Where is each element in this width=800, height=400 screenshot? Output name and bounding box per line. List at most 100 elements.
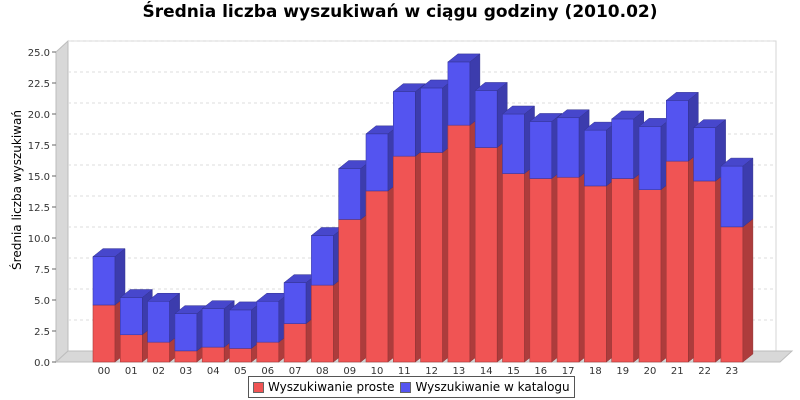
y-tick-label: 15.0 [28, 172, 50, 183]
bar-prosty-front-16 [529, 178, 553, 363]
bar-prosty-front-08 [311, 284, 334, 363]
bar-katalog-front-18 [584, 129, 607, 187]
bar-katalog-top-19 [610, 110, 645, 120]
bar-katalog-front-03 [174, 313, 198, 352]
x-tick-label: 08 [316, 366, 329, 377]
x-tick-label: 01 [125, 366, 138, 377]
legend-label: Wyszukiwanie proste [268, 380, 395, 394]
x-tick-label: 10 [371, 366, 384, 377]
bar-katalog-front-21 [665, 100, 689, 162]
bar-prosty-front-15 [502, 173, 525, 363]
x-tick-label: 06 [261, 366, 274, 377]
x-tick-label: 19 [616, 366, 629, 377]
bar-prosty-front-18 [584, 185, 607, 363]
bar-katalog-front-14 [474, 90, 498, 148]
bar-prosty-front-14 [474, 147, 498, 363]
bar-katalog-top-17 [556, 109, 590, 118]
bar-katalog-top-00 [92, 248, 126, 257]
legend-swatch-red [253, 381, 264, 393]
x-tick-label: 15 [507, 366, 520, 377]
bar-katalog-front-09 [338, 168, 362, 220]
bar-prosty-front-09 [338, 219, 362, 363]
bar-katalog-front-08 [311, 235, 334, 286]
x-tick-label: 05 [234, 366, 247, 377]
bar-katalog-front-12 [420, 87, 443, 153]
bar-prosty-front-07 [283, 323, 307, 363]
bar-katalog-front-02 [147, 300, 170, 343]
bar-prosty-front-04 [201, 346, 225, 363]
y-tick-label: 12.5 [28, 203, 50, 214]
x-tick-label: 04 [207, 366, 220, 377]
y-tick-label: 10.0 [28, 234, 50, 245]
bar-katalog-front-22 [693, 127, 716, 182]
bar-katalog-top-14 [474, 82, 508, 91]
bar-katalog-front-20 [638, 126, 662, 190]
bar-katalog-front-19 [611, 118, 635, 179]
bar-katalog-side-23 [742, 157, 754, 228]
bar-prosty-front-13 [447, 124, 471, 363]
bars [92, 53, 754, 363]
y-tick-label: 20.0 [28, 110, 50, 121]
x-tick-label: 13 [453, 366, 466, 377]
y-tick-label: 22.5 [28, 79, 50, 90]
bar-katalog-front-01 [120, 297, 143, 336]
x-tick-label: 17 [562, 366, 575, 377]
bar-katalog-front-04 [201, 308, 225, 348]
bar-katalog-top-04 [201, 300, 235, 309]
bar-prosty-front-22 [693, 180, 716, 363]
bar-prosty-front-01 [120, 334, 143, 363]
y-tick-label: 5.0 [34, 296, 50, 307]
bar-katalog-front-06 [256, 300, 280, 343]
x-tick-label: 14 [480, 366, 493, 377]
x-tick-label: 23 [726, 366, 739, 377]
bar-katalog-front-23 [720, 165, 744, 228]
bar-prosty-front-03 [174, 350, 198, 363]
legend-item-prosty: Wyszukiwanie proste [253, 380, 394, 394]
bar-katalog-front-17 [556, 117, 580, 178]
x-tick-label: 12 [425, 366, 438, 377]
x-tick-label: 00 [98, 366, 111, 377]
bar-katalog-front-11 [392, 91, 416, 157]
chart-title: Średnia liczba wyszukiwań w ciągu godzin… [142, 2, 658, 22]
left-wall [55, 39, 69, 364]
bar-katalog-front-15 [502, 113, 525, 174]
y-tick-label: 0.0 [34, 358, 50, 369]
y-tick-label: 17.5 [28, 141, 50, 152]
bar-katalog-front-16 [529, 121, 553, 179]
x-tick-label: 09 [343, 366, 356, 377]
bar-prosty-front-02 [147, 341, 170, 363]
y-axis-label: Średnia liczba wyszukiwań [9, 110, 24, 270]
bar-katalog-front-13 [447, 61, 471, 126]
bar-katalog-front-00 [92, 256, 116, 306]
x-tick-label: 11 [398, 366, 411, 377]
bar-katalog-top-11 [392, 83, 427, 92]
x-axis-ticks: 00 01 02 03 04 05 06 07 08 09 10 11 12 13 14 15 16 17 18 19… [98, 366, 739, 377]
bar-katalog-top-23 [720, 157, 754, 167]
x-tick-label: 16 [534, 366, 547, 377]
x-tick-label: 03 [180, 366, 193, 377]
bar-prosty-side-23 [742, 218, 754, 363]
bar-katalog-front-05 [229, 309, 252, 349]
bar-prosty-front-05 [229, 348, 252, 363]
bar-prosty-front-06 [256, 341, 280, 363]
bar-katalog-top-15 [501, 105, 536, 115]
bar-katalog-front-07 [283, 282, 307, 324]
x-tick-label: 21 [671, 366, 684, 377]
bar-prosty-front-23 [720, 226, 744, 363]
bar-katalog-top-16 [529, 113, 563, 122]
bar-prosty-front-12 [420, 152, 443, 363]
x-tick-label: 18 [589, 366, 602, 377]
bar-prosty-front-19 [611, 178, 635, 363]
legend-item-katalog: Wyszukiwanie w katalogu [400, 380, 570, 394]
y-tick-label: 25.0 [28, 48, 50, 59]
y-tick-label: 2.5 [34, 327, 50, 338]
x-tick-label: 07 [289, 366, 302, 377]
bar-katalog-top-02 [146, 292, 181, 302]
bar-prosty-front-10 [365, 190, 389, 363]
bar-prosty-front-11 [392, 155, 416, 363]
x-tick-label: 20 [644, 366, 657, 377]
x-tick-label: 02 [152, 366, 165, 377]
bar-katalog-top-13 [447, 53, 481, 63]
x-tick-label: 22 [698, 366, 711, 377]
